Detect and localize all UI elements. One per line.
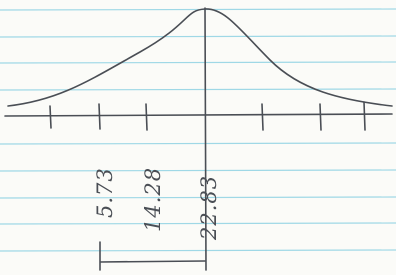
hand-label: 5.73 xyxy=(93,167,117,218)
tick xyxy=(320,104,321,130)
tick xyxy=(99,104,100,129)
paper-sketch: 5.73 14.28 22.83 xyxy=(0,0,396,275)
hand-label: 14.28 xyxy=(141,167,165,232)
tick xyxy=(50,106,51,128)
hand-label: 22.83 xyxy=(197,175,221,241)
tick xyxy=(262,104,263,130)
tick xyxy=(146,104,147,130)
tick xyxy=(364,102,365,130)
